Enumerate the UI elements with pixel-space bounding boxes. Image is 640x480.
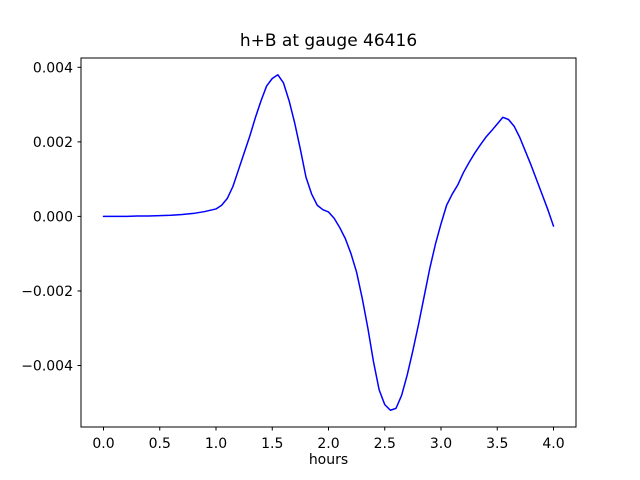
chart-title: h+B at gauge 46416: [239, 31, 418, 51]
axes-frame: [80, 57, 577, 428]
x-tick-label: 4.0: [542, 436, 564, 452]
data-line-h+B: [102, 74, 555, 411]
x-tick-label: 3.5: [486, 436, 508, 452]
y-tick-label: 0.004: [33, 60, 73, 76]
x-tick-label: 1.0: [205, 436, 227, 452]
y-tick-label: −0.004: [21, 359, 73, 375]
x-tick-label: 1.5: [261, 436, 283, 452]
x-tick-label: 0.0: [92, 436, 114, 452]
y-tick-label: 0.002: [33, 135, 73, 151]
x-tick-label: 0.5: [149, 436, 171, 452]
y-tick-label: 0.000: [33, 209, 73, 225]
x-tick-label: 2.5: [374, 436, 396, 452]
x-tick-label: 2.0: [317, 436, 339, 452]
x-tick-label: 3.0: [430, 436, 452, 452]
y-tick-label: −0.002: [21, 284, 73, 300]
x-axis-label: hours: [308, 452, 349, 468]
